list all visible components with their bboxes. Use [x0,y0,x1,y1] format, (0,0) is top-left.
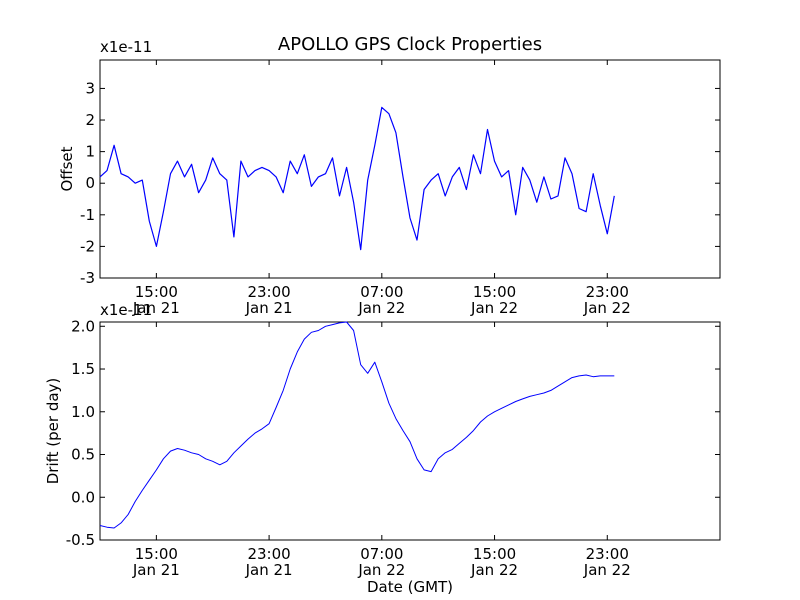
drift-x-tick-date: Jan 21 [245,561,293,579]
drift-x-tick-time: 07:00 [360,545,403,563]
figure-title: APOLLO GPS Clock Properties [278,34,542,55]
offset-x-tick-date: Jan 22 [357,299,405,317]
drift-y-axis-label: Drift (per day) [44,378,62,485]
offset-x-tick-date: Jan 22 [470,299,518,317]
offset-x-tick-date: Jan 22 [583,299,631,317]
drift-x-tick-date: Jan 22 [583,561,631,579]
offset-x-tick-date: Jan 21 [132,299,180,317]
offset-y-tick-label: -1 [80,206,95,224]
offset-y-tick-label: 3 [85,79,95,97]
drift-x-tick-time: 15:00 [473,545,516,563]
drift-x-tick-date: Jan 22 [470,561,518,579]
offset-x-tick-time: 23:00 [586,283,629,301]
drift-y-tick-label: 0.5 [71,446,95,464]
offset-y-tick-label: 0 [85,174,95,192]
offset-series [99,106,615,251]
drift-y-tick-label: 1.0 [71,403,95,421]
drift-y-tick-label: 0.0 [71,488,95,506]
drift-y-tick-label: 2.0 [71,317,95,335]
drift-line [99,321,615,529]
offset-plot-area [99,59,721,279]
offset-y-tick-label: 1 [85,143,95,161]
offset-x-tick-time: 23:00 [247,283,290,301]
offset-x-tick-time: 07:00 [360,283,403,301]
drift-y-ticks: -0.5 0.0 0.5 1.0 1.5 2.0 [66,317,720,549]
offset-x-tick-date: Jan 21 [245,299,293,317]
offset-y-tick-label: -2 [80,237,95,255]
offset-x-tick-time: 15:00 [473,283,516,301]
offset-x-tick-time: 15:00 [135,283,178,301]
drift-x-tick-date: Jan 21 [132,561,180,579]
drift-series [99,321,615,529]
drift-y-tick-label: 1.5 [71,360,95,378]
offset-y-tick-label: -3 [80,269,95,287]
drift-exponent-label: x1e-11 [100,301,152,319]
offset-y-axis-label: Offset [58,146,76,191]
drift-x-tick-time: 15:00 [135,545,178,563]
drift-x-tick-time: 23:00 [247,545,290,563]
offset-y-tick-label: 2 [85,111,95,129]
drift-y-tick-label: -0.5 [66,531,95,549]
drift-plot-area [99,321,721,541]
drift-x-tick-time: 23:00 [586,545,629,563]
offset-exponent-label: x1e-11 [100,38,152,56]
x-axis-label: Date (GMT) [367,578,453,596]
offset-y-ticks: -3 -2 -1 0 1 2 3 [80,79,720,287]
offset-line [99,106,615,251]
drift-x-tick-date: Jan 22 [357,561,405,579]
